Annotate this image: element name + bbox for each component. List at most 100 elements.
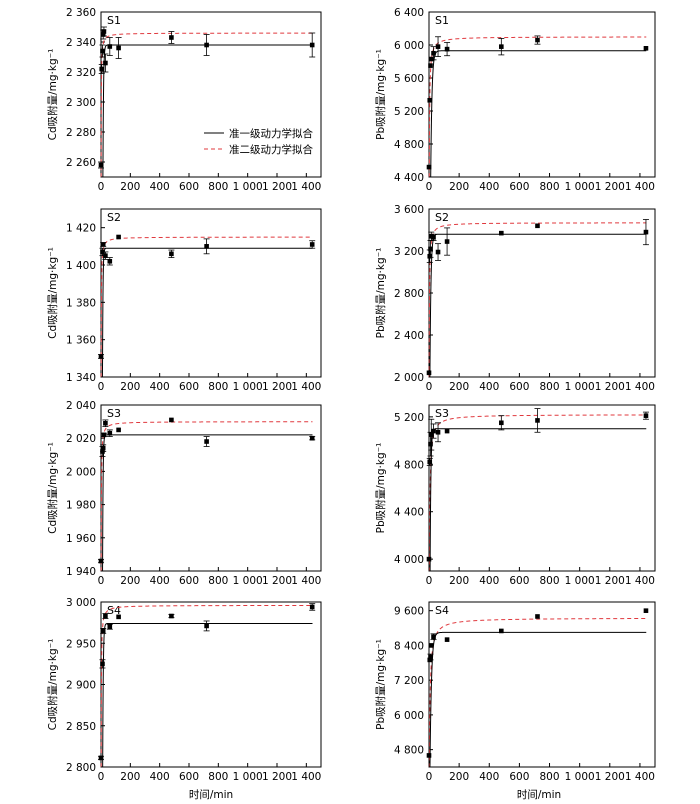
x-tick-label: 1 400 <box>291 181 321 193</box>
y-tick-label: 2 020 <box>66 433 96 445</box>
data-point <box>99 66 105 72</box>
x-tick-label: 800 <box>208 381 228 393</box>
y-tick-label: 3 200 <box>394 246 424 258</box>
x-tick-label: 600 <box>509 575 529 587</box>
x-tick-label: 400 <box>479 771 499 783</box>
x-tick-label: 0 <box>426 381 433 393</box>
data-point <box>535 37 540 43</box>
legend-label-first-order: 准一级动力学拟合 <box>229 127 313 140</box>
data-point <box>103 420 108 426</box>
panel-label: S2 <box>107 211 121 224</box>
y-tick-label: 1 960 <box>66 533 96 545</box>
y-tick-label: 5 200 <box>394 412 424 424</box>
plot-frame <box>100 601 322 768</box>
x-tick-label: 800 <box>208 575 228 587</box>
x-tick-label: 1 200 <box>595 575 625 587</box>
x-tick-label: 0 <box>98 771 105 783</box>
x-tick-label: 0 <box>98 381 105 393</box>
x-tick-label: 1 000 <box>233 381 263 393</box>
x-axis-title-right: 时间/min <box>517 788 561 801</box>
y-tick-label: 2 300 <box>66 97 96 109</box>
chart-panel-1: 0 200 400 600 800 1 000 1 200 1 400 4 400 4 800 5 … <box>374 7 656 193</box>
data-point <box>444 428 450 434</box>
y-tick-label: 5 600 <box>394 73 424 85</box>
y-axis-title: Pb吸附量/mg·kg⁻¹ <box>374 443 387 534</box>
y-tick-label: 1 360 <box>66 335 96 347</box>
y-tick-label: 4 000 <box>394 554 424 566</box>
x-tick-label: 1 000 <box>565 575 595 587</box>
y-tick-label: 2 000 <box>66 466 96 478</box>
data-point <box>309 435 315 441</box>
x-tick-label: 1 400 <box>625 771 655 783</box>
chart-panel-3: 0 200 400 600 800 1 000 1 200 1 400 2 000 2 400 2 … <box>374 204 656 393</box>
data-point <box>428 56 434 62</box>
first-order-fit-line <box>429 233 647 378</box>
data-point <box>428 654 433 660</box>
x-tick-label: 0 <box>426 575 433 587</box>
data-point <box>98 755 104 761</box>
x-tick-label: 200 <box>449 381 469 393</box>
data-point <box>427 459 433 465</box>
y-tick-label: 6 000 <box>394 40 424 52</box>
data-point <box>107 430 113 436</box>
plot-frame <box>428 404 656 572</box>
data-point <box>100 661 105 667</box>
y-tick-label: 2 000 <box>394 372 424 384</box>
panel-label: S2 <box>435 211 449 224</box>
second-order-fit-line <box>100 236 313 378</box>
first-order-fit-line <box>101 622 313 768</box>
y-tick-label: 2 340 <box>66 37 96 49</box>
x-tick-label: 1 000 <box>233 771 263 783</box>
x-tick-label: 600 <box>179 771 199 783</box>
panel-label: S3 <box>107 407 121 420</box>
data-point <box>427 253 433 259</box>
data-point <box>309 242 315 247</box>
data-point <box>103 253 108 258</box>
plot-frame <box>428 601 656 768</box>
y-tick-label: 2 950 <box>66 638 96 650</box>
data-point <box>428 432 434 437</box>
data-point <box>499 44 504 49</box>
chart-panel-0: 0 200 400 600 800 1 000 1 200 1 400 2 260 2 280 2 … <box>46 7 322 193</box>
x-tick-label: 1 200 <box>262 381 292 393</box>
y-tick-label: 1 980 <box>66 500 96 512</box>
data-point <box>101 432 107 438</box>
first-order-fit-line <box>429 50 647 178</box>
x-tick-label: 0 <box>426 181 433 193</box>
y-tick-label: 8 400 <box>394 640 424 652</box>
data-point <box>101 29 107 34</box>
data-point <box>169 251 174 257</box>
first-order-fit-line <box>101 247 313 378</box>
x-tick-label: 800 <box>540 181 560 193</box>
x-tick-label: 600 <box>509 181 529 193</box>
data-point <box>643 229 649 235</box>
chart-panel-6: 0 200 400 600 800 1 000 1 200 1 400 2 800 2 850 2 … <box>46 597 322 783</box>
data-point <box>431 235 436 240</box>
data-point <box>428 246 433 252</box>
x-tick-label: 400 <box>150 575 170 587</box>
data-point <box>499 420 504 426</box>
x-tick-label: 800 <box>540 771 560 783</box>
data-point <box>169 417 174 423</box>
y-tick-label: 5 200 <box>394 106 424 118</box>
x-tick-label: 600 <box>509 771 529 783</box>
data-point <box>428 643 434 648</box>
y-tick-label: 3 000 <box>66 597 96 609</box>
y-tick-label: 2 900 <box>66 680 96 692</box>
data-point <box>444 239 450 244</box>
y-tick-label: 3 600 <box>394 204 424 216</box>
data-point <box>499 628 504 634</box>
y-axis-title: Pb吸附量/mg·kg⁻¹ <box>374 639 387 730</box>
y-tick-label: 2 400 <box>394 330 424 342</box>
data-point <box>100 445 106 451</box>
data-point <box>169 35 174 40</box>
x-tick-label: 600 <box>179 181 199 193</box>
data-point <box>116 234 121 240</box>
second-order-fit-line <box>428 414 647 572</box>
y-tick-label: 4 800 <box>394 745 424 757</box>
plot-frame <box>100 404 322 572</box>
data-point <box>643 46 649 51</box>
y-tick-label: 9 600 <box>394 606 424 618</box>
y-axis-title: Cd吸附量/mg·kg⁻¹ <box>46 49 59 141</box>
data-point <box>204 244 209 249</box>
